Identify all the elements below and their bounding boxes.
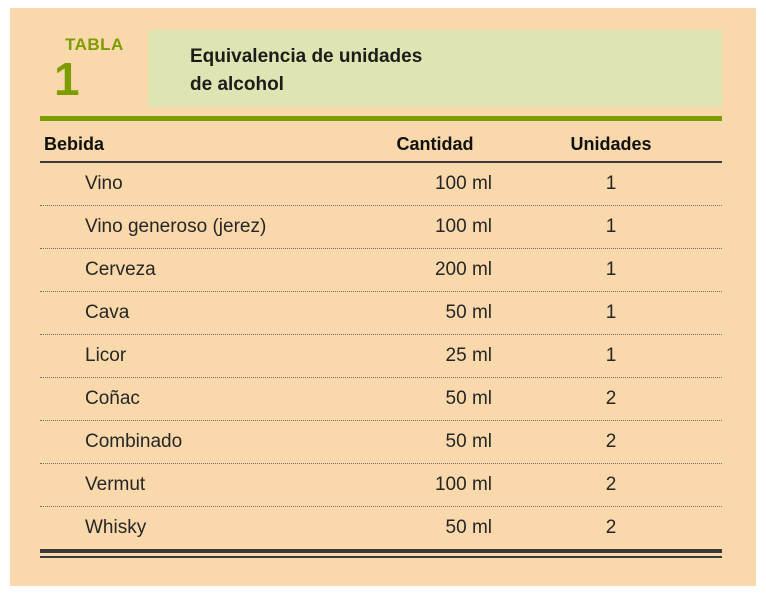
cell-cantidad: 100 ml [434,216,492,237]
cell-cantidad: 50 ml [445,302,492,323]
table-title-line1: Equivalencia de unidades [190,46,423,67]
cell-unidades: 1 [605,259,617,280]
cell-cantidad: 100 ml [434,474,492,495]
cell-unidades: 2 [605,431,617,452]
cell-unidades: 2 [605,474,617,495]
cell-unidades: 1 [605,345,617,366]
cell-bebida: Cava [85,302,130,323]
col-header-unidades: Unidades [570,134,652,154]
column-headers: Bebida Cantidad Unidades [40,128,722,161]
cell-bebida: Vino generoso (jerez) [85,216,267,237]
cell-unidades: 1 [605,302,617,323]
table-row: Whisky 50 ml 2 [40,507,722,549]
col-header-bebida: Bebida [44,134,105,154]
bottom-rule [40,549,722,558]
table-title-box: Equivalencia de unidades de alcohol [148,30,722,107]
table-row: Vino 100 ml 1 [40,163,722,206]
table-row: Vino generoso (jerez) 100 ml 1 [40,206,722,249]
cell-bebida: Vermut [85,474,146,495]
table-label-block: TABLA 1 [40,30,148,107]
table-number: 1 [54,53,80,105]
header-rule [40,161,722,163]
cell-cantidad: 50 ml [445,388,492,409]
cell-cantidad: 50 ml [445,517,492,538]
col-header-cantidad: Cantidad [396,134,474,154]
table-body: Vino 100 ml 1 Vino generoso (jerez) 100 ml 1 C… [40,163,722,549]
title-rule [40,116,722,121]
cell-bebida: Whisky [85,517,147,538]
cell-bebida: Combinado [85,431,183,452]
table-row: Combinado 50 ml 2 [40,421,722,464]
cell-unidades: 2 [605,388,617,409]
table-label: TABLA [65,35,124,54]
cell-bebida: Cerveza [85,259,156,280]
table-header: TABLA 1 Equivalencia de unidades de alco… [40,30,722,107]
cell-cantidad: 200 ml [434,259,492,280]
cell-bebida: Licor [85,345,127,366]
table-row: Coñac 50 ml 2 [40,378,722,421]
table-row: Cava 50 ml 1 [40,292,722,335]
cell-unidades: 1 [605,216,617,237]
table-row: Vermut 100 ml 2 [40,464,722,507]
cell-cantidad: 25 ml [445,345,492,366]
table-title-line2: de alcohol [190,74,284,95]
table-panel: TABLA 1 Equivalencia de unidades de alco… [10,8,756,586]
table-row: Cerveza 200 ml 1 [40,249,722,292]
cell-unidades: 1 [605,173,617,194]
cell-unidades: 2 [605,517,617,538]
cell-bebida: Coñac [85,388,140,409]
cell-cantidad: 100 ml [434,173,492,194]
table-row: Licor 25 ml 1 [40,335,722,378]
cell-bebida: Vino [85,173,123,194]
cell-cantidad: 50 ml [445,431,492,452]
